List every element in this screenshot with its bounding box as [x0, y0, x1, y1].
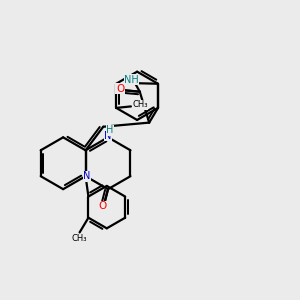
Text: O: O — [116, 84, 124, 94]
Text: CH₃: CH₃ — [132, 100, 148, 109]
Text: NH: NH — [124, 75, 139, 85]
Text: O: O — [98, 201, 106, 211]
Text: H: H — [106, 125, 113, 135]
Text: N: N — [104, 131, 112, 141]
Text: N: N — [83, 171, 91, 181]
Text: CH₃: CH₃ — [71, 234, 87, 243]
